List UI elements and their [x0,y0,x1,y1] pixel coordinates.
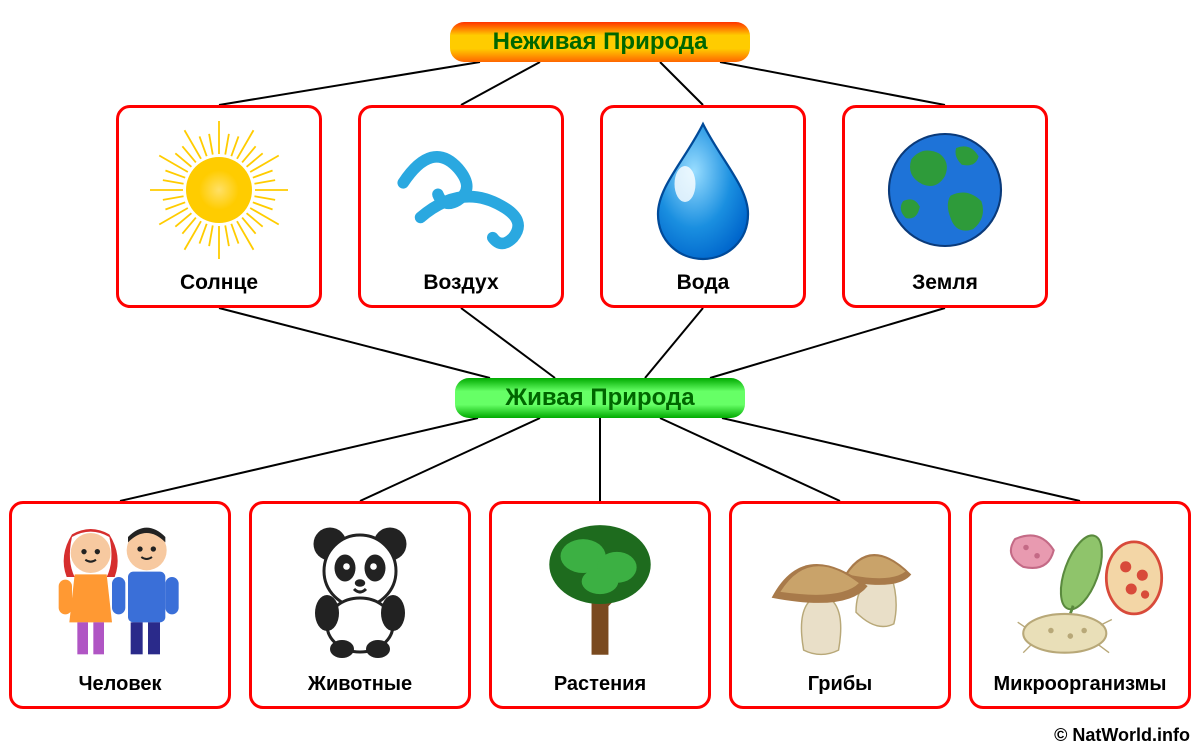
water-drop-icon [603,108,803,271]
header-living: Живая Природа [455,378,745,418]
card-animals-label: Животные [308,673,412,706]
earth-globe-icon [845,108,1045,271]
card-sun-label: Солнце [180,271,258,305]
sun-icon [119,108,319,271]
card-earth-label: Земля [912,271,978,305]
air-icon [361,108,561,271]
people-icon [12,504,228,673]
card-animals: Животные [249,501,471,709]
card-microbes: Микроорганизмы [969,501,1191,709]
card-fungi: Грибы [729,501,951,709]
card-microbes-label: Микроорганизмы [994,673,1167,706]
card-air: Воздух [358,105,564,308]
header-living-label: Живая Природа [505,384,694,411]
card-human: Человек [9,501,231,709]
header-nonliving-label: Неживая Природа [493,28,708,55]
card-air-label: Воздух [423,271,498,305]
panda-icon [252,504,468,673]
watermark: © NatWorld.info [1054,725,1190,746]
card-plants-label: Растения [554,673,646,706]
card-earth: Земля [842,105,1048,308]
tree-icon [492,504,708,673]
card-sun: Солнце [116,105,322,308]
mushroom-icon [732,504,948,673]
card-plants: Растения [489,501,711,709]
card-water-label: Вода [677,271,730,305]
card-fungi-label: Грибы [808,673,873,706]
card-human-label: Человек [79,673,162,706]
microorganisms-icon [972,504,1188,673]
card-water: Вода [600,105,806,308]
header-nonliving: Неживая Природа [450,22,750,62]
